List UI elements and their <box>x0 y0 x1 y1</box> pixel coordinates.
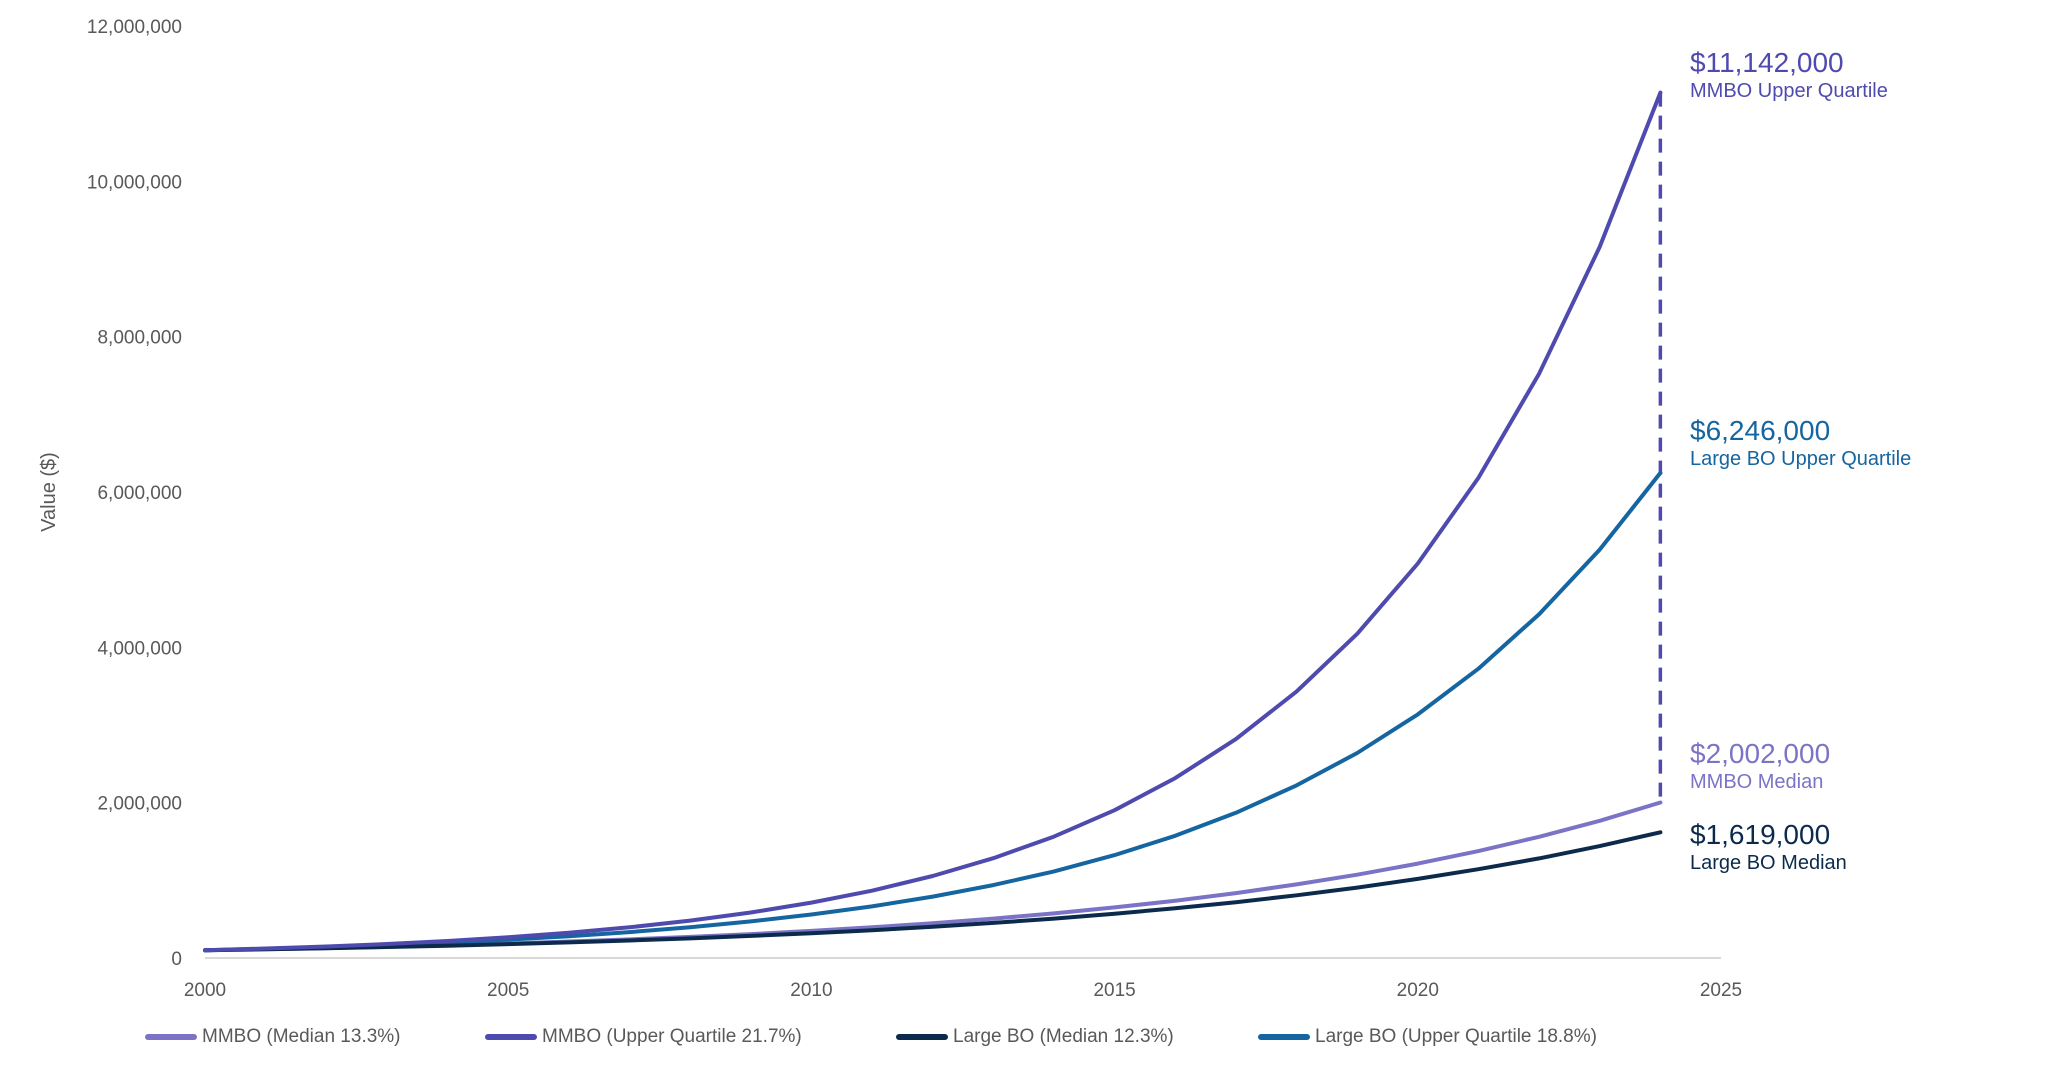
series-line-mmbo-upper-quartile <box>203 90 1663 953</box>
annotation-mmbo-upper-quartile: $11,142,000 MMBO Upper Quartile <box>1690 47 1888 103</box>
legend-label: MMBO (Median 13.3%) <box>202 1026 401 1047</box>
legend-swatch <box>1258 1034 1310 1040</box>
legend-swatch <box>485 1034 537 1040</box>
legend-label: MMBO (Upper Quartile 21.7%) <box>542 1026 802 1047</box>
legend-item-large-bo-upper-quartile: Large BO (Upper Quartile 18.8%) <box>1258 1026 1597 1048</box>
annotation-value: $6,246,000 <box>1690 415 1831 446</box>
legend-item-mmbo-median: MMBO (Median 13.3%) <box>145 1026 401 1048</box>
series-line-large-bo-median <box>203 830 1663 953</box>
annotation-large-bo-median: $1,619,000 Large BO Median <box>1690 819 1847 875</box>
annotation-mmbo-median: $2,002,000 MMBO Median <box>1690 738 1830 794</box>
x-tick-label: 2010 <box>790 980 832 1001</box>
annotation-value: $1,619,000 <box>1690 819 1831 850</box>
annotation-label: Large BO Median <box>1690 852 1847 874</box>
annotation-value: $2,002,000 <box>1690 738 1831 769</box>
y-tick-label: 0 <box>171 949 182 970</box>
legend-label: Large BO (Upper Quartile 18.8%) <box>1315 1026 1597 1047</box>
x-tick-label: 2000 <box>184 980 226 1001</box>
y-tick-label: 12,000,000 <box>87 17 182 38</box>
legend-label: Large BO (Median 12.3%) <box>953 1026 1174 1047</box>
y-axis-label: Value ($) <box>38 452 60 532</box>
y-tick-label: 10,000,000 <box>87 172 182 193</box>
y-tick-label: 4,000,000 <box>97 638 182 659</box>
series-line-large-bo-upper-quartile <box>203 470 1663 953</box>
annotation-label: MMBO Upper Quartile <box>1690 80 1888 102</box>
legend-item-large-bo-median: Large BO (Median 12.3%) <box>896 1026 1174 1048</box>
x-tick-label: 2015 <box>1093 980 1135 1001</box>
legend-swatch <box>896 1034 948 1040</box>
x-tick-label: 2025 <box>1700 980 1742 1001</box>
annotation-label: MMBO Median <box>1690 771 1824 793</box>
annotation-label: Large BO Upper Quartile <box>1690 448 1912 470</box>
x-tick-label: 2005 <box>487 980 529 1001</box>
legend-swatch <box>145 1034 197 1040</box>
legend-item-mmbo-upper-quartile: MMBO (Upper Quartile 21.7%) <box>485 1026 802 1048</box>
x-tick-label: 2020 <box>1397 980 1439 1001</box>
y-tick-label: 2,000,000 <box>97 794 182 815</box>
annotation-value: $11,142,000 <box>1690 47 1844 78</box>
annotation-large-bo-upper-quartile: $6,246,000 Large BO Upper Quartile <box>1690 415 1911 471</box>
y-tick-label: 8,000,000 <box>97 328 182 349</box>
y-tick-label: 6,000,000 <box>97 483 182 504</box>
